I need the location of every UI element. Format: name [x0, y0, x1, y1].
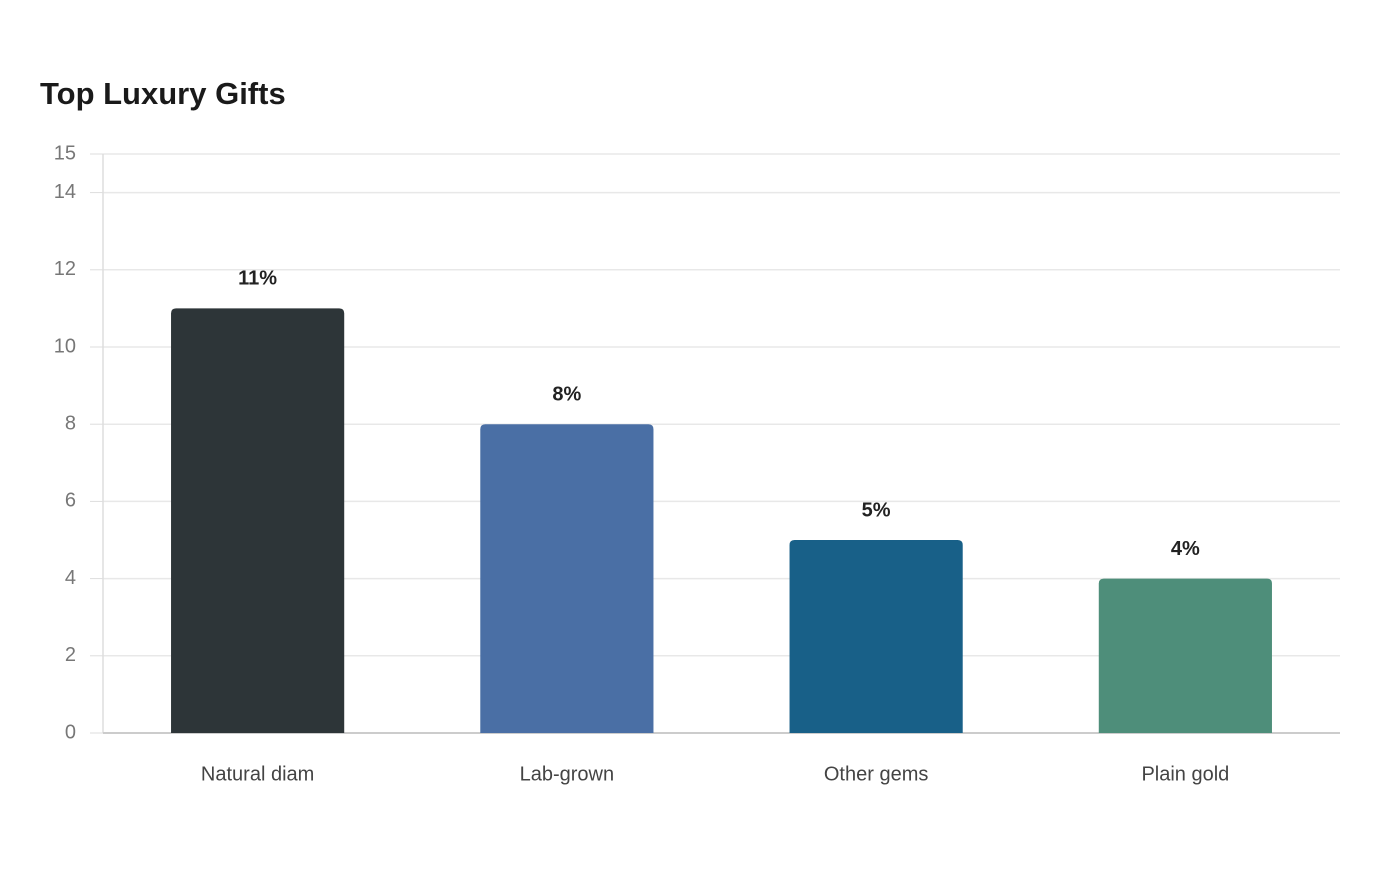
bar: [171, 308, 345, 733]
x-tick-label: Lab-grown: [520, 763, 615, 785]
y-tick-label: 2: [65, 644, 76, 666]
value-label: 8%: [552, 383, 581, 405]
y-tick-label: 0: [65, 721, 76, 743]
chart-title: Top Luxury Gifts: [40, 76, 286, 111]
value-label: 4%: [1171, 538, 1200, 560]
bar: [789, 540, 963, 733]
y-tick-label: 12: [54, 258, 76, 280]
bar: [480, 424, 654, 733]
x-tick-label: Other gems: [824, 763, 928, 785]
y-tick-label: 6: [65, 490, 76, 512]
y-tick-label: 4: [65, 567, 76, 589]
bar: [1098, 578, 1272, 733]
x-tick-label: Plain gold: [1141, 763, 1229, 785]
value-label: 11%: [238, 268, 277, 290]
y-tick-label: 14: [54, 181, 76, 203]
y-tick-label: 10: [54, 335, 76, 357]
y-tick-label: 15: [54, 142, 76, 164]
x-tick-label: Natural diam: [201, 763, 314, 785]
y-tick-label: 8: [65, 412, 76, 434]
value-label: 5%: [862, 499, 891, 521]
